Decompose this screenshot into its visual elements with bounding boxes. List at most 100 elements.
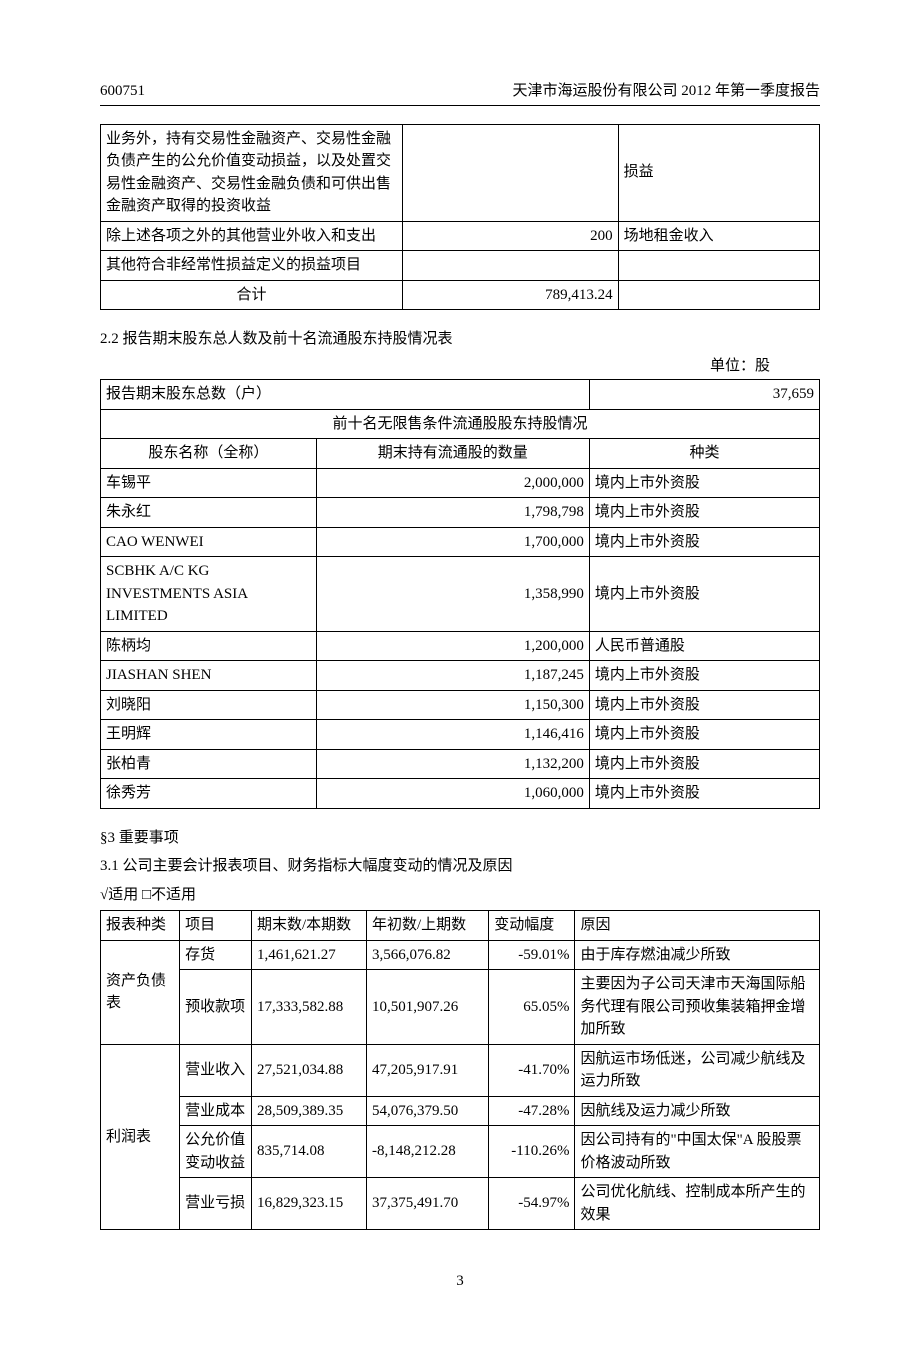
- cell: 因公司持有的"中国太保"A 股股票价格波动所致: [575, 1126, 820, 1178]
- table-row: 其他符合非经常性损益定义的损益项目: [101, 251, 820, 281]
- cell: 16,829,323.15: [251, 1178, 366, 1230]
- table-row: 营业亏损16,829,323.1537,375,491.70-54.97%公司优…: [101, 1178, 820, 1230]
- column-header: 原因: [575, 911, 820, 941]
- cell: 预收款项: [180, 970, 252, 1045]
- cell: 境内上市外资股: [589, 661, 819, 691]
- page-number: 3: [100, 1270, 820, 1293]
- cell: 公允价值变动收益: [180, 1126, 252, 1178]
- cell: 除上述各项之外的其他营业外收入和支出: [101, 221, 403, 251]
- table-row: 业务外，持有交易性金融资产、交易性金融负债产生的公允价值变动损益，以及处置交易性…: [101, 124, 820, 221]
- column-header: 项目: [180, 911, 252, 941]
- non-recurring-table: 业务外，持有交易性金融资产、交易性金融负债产生的公允价值变动损益，以及处置交易性…: [100, 124, 820, 311]
- cell: -47.28%: [489, 1096, 575, 1126]
- cell: [402, 124, 618, 221]
- cell: 营业成本: [180, 1096, 252, 1126]
- cell: 利润表: [101, 1044, 180, 1230]
- cell: 1,132,200: [316, 749, 589, 779]
- cell: 37,659: [589, 380, 819, 410]
- cell: 徐秀芳: [101, 779, 317, 809]
- cell: 境内上市外资股: [589, 498, 819, 528]
- cell: 报告期末股东总数（户）: [101, 380, 590, 410]
- cell: 54,076,379.50: [367, 1096, 489, 1126]
- cell: JIASHAN SHEN: [101, 661, 317, 691]
- cell: 营业收入: [180, 1044, 252, 1096]
- cell: 王明辉: [101, 720, 317, 750]
- page-header: 600751 天津市海运股份有限公司 2012 年第一季度报告: [100, 80, 820, 106]
- cell: 业务外，持有交易性金融资产、交易性金融负债产生的公允价值变动损益，以及处置交易性…: [101, 124, 403, 221]
- cell: 65.05%: [489, 970, 575, 1045]
- cell: 合计: [101, 280, 403, 310]
- cell: 境内上市外资股: [589, 749, 819, 779]
- cell: 公司优化航线、控制成本所产生的效果: [575, 1178, 820, 1230]
- cell: 境内上市外资股: [589, 468, 819, 498]
- cell: [618, 280, 819, 310]
- cell: 由于库存燃油减少所致: [575, 940, 820, 970]
- cell: [402, 251, 618, 281]
- cell: 17,333,582.88: [251, 970, 366, 1045]
- cell: 200: [402, 221, 618, 251]
- cell: 损益: [618, 124, 819, 221]
- cell: 陈柄均: [101, 631, 317, 661]
- cell: [618, 251, 819, 281]
- table-row: 刘晓阳1,150,300境内上市外资股: [101, 690, 820, 720]
- cell: 境内上市外资股: [589, 690, 819, 720]
- table-row: 除上述各项之外的其他营业外收入和支出 200 场地租金收入: [101, 221, 820, 251]
- cell: 前十名无限售条件流通股股东持股情况: [101, 409, 820, 439]
- table-row: 公允价值变动收益835,714.08-8,148,212.28-110.26%因…: [101, 1126, 820, 1178]
- column-header: 变动幅度: [489, 911, 575, 941]
- cell: 1,146,416: [316, 720, 589, 750]
- cell: 存货: [180, 940, 252, 970]
- table-row: 陈柄均1,200,000人民币普通股: [101, 631, 820, 661]
- header-title: 天津市海运股份有限公司 2012 年第一季度报告: [512, 80, 820, 103]
- cell: -54.97%: [489, 1178, 575, 1230]
- cell: 朱永红: [101, 498, 317, 528]
- table-row: 徐秀芳1,060,000境内上市外资股: [101, 779, 820, 809]
- column-header: 股东名称（全称）: [101, 439, 317, 469]
- cell: 营业亏损: [180, 1178, 252, 1230]
- cell: 1,060,000: [316, 779, 589, 809]
- cell: 789,413.24: [402, 280, 618, 310]
- cell: 因航运市场低迷，公司减少航线及运力所致: [575, 1044, 820, 1096]
- cell: 境内上市外资股: [589, 779, 819, 809]
- table-row: 报表种类 项目 期末数/本期数 年初数/上期数 变动幅度 原因: [101, 911, 820, 941]
- table-row: 车锡平2,000,000境内上市外资股: [101, 468, 820, 498]
- table-row: 预收款项17,333,582.8810,501,907.2665.05%主要因为…: [101, 970, 820, 1045]
- cell: SCBHK A/C KG INVESTMENTS ASIA LIMITED: [101, 557, 317, 632]
- table-row: 利润表营业收入27,521,034.8847,205,917.91-41.70%…: [101, 1044, 820, 1096]
- cell: 27,521,034.88: [251, 1044, 366, 1096]
- cell: 1,700,000: [316, 527, 589, 557]
- column-header: 种类: [589, 439, 819, 469]
- column-header: 报表种类: [101, 911, 180, 941]
- table-row: JIASHAN SHEN1,187,245境内上市外资股: [101, 661, 820, 691]
- table-row: 股东名称（全称） 期末持有流通股的数量 种类: [101, 439, 820, 469]
- cell: 10,501,907.26: [367, 970, 489, 1045]
- table-row: 张柏青1,132,200境内上市外资股: [101, 749, 820, 779]
- cell: 张柏青: [101, 749, 317, 779]
- changes-table: 报表种类 项目 期末数/本期数 年初数/上期数 变动幅度 原因 资产负债表存货1…: [100, 910, 820, 1230]
- cell: -110.26%: [489, 1126, 575, 1178]
- cell: 其他符合非经常性损益定义的损益项目: [101, 251, 403, 281]
- column-header: 年初数/上期数: [367, 911, 489, 941]
- cell: CAO WENWEI: [101, 527, 317, 557]
- cell: 3,566,076.82: [367, 940, 489, 970]
- table-row: 营业成本28,509,389.3554,076,379.50-47.28%因航线…: [101, 1096, 820, 1126]
- table-row: 朱永红1,798,798境内上市外资股: [101, 498, 820, 528]
- shareholders-table: 报告期末股东总数（户） 37,659 前十名无限售条件流通股股东持股情况 股东名…: [100, 379, 820, 809]
- cell: 1,200,000: [316, 631, 589, 661]
- column-header: 期末数/本期数: [251, 911, 366, 941]
- cell: 人民币普通股: [589, 631, 819, 661]
- table-row: 王明辉1,146,416境内上市外资股: [101, 720, 820, 750]
- cell: 场地租金收入: [618, 221, 819, 251]
- cell: 1,187,245: [316, 661, 589, 691]
- cell: 28,509,389.35: [251, 1096, 366, 1126]
- cell: 因航线及运力减少所致: [575, 1096, 820, 1126]
- table-row: 资产负债表存货1,461,621.273,566,076.82-59.01%由于…: [101, 940, 820, 970]
- cell: 2,000,000: [316, 468, 589, 498]
- column-header: 期末持有流通股的数量: [316, 439, 589, 469]
- header-code: 600751: [100, 80, 145, 103]
- section-3-1-title: 3.1 公司主要会计报表项目、财务指标大幅度变动的情况及原因: [100, 855, 820, 878]
- cell: 资产负债表: [101, 940, 180, 1044]
- cell: 37,375,491.70: [367, 1178, 489, 1230]
- table-row: CAO WENWEI1,700,000境内上市外资股: [101, 527, 820, 557]
- cell: 1,358,990: [316, 557, 589, 632]
